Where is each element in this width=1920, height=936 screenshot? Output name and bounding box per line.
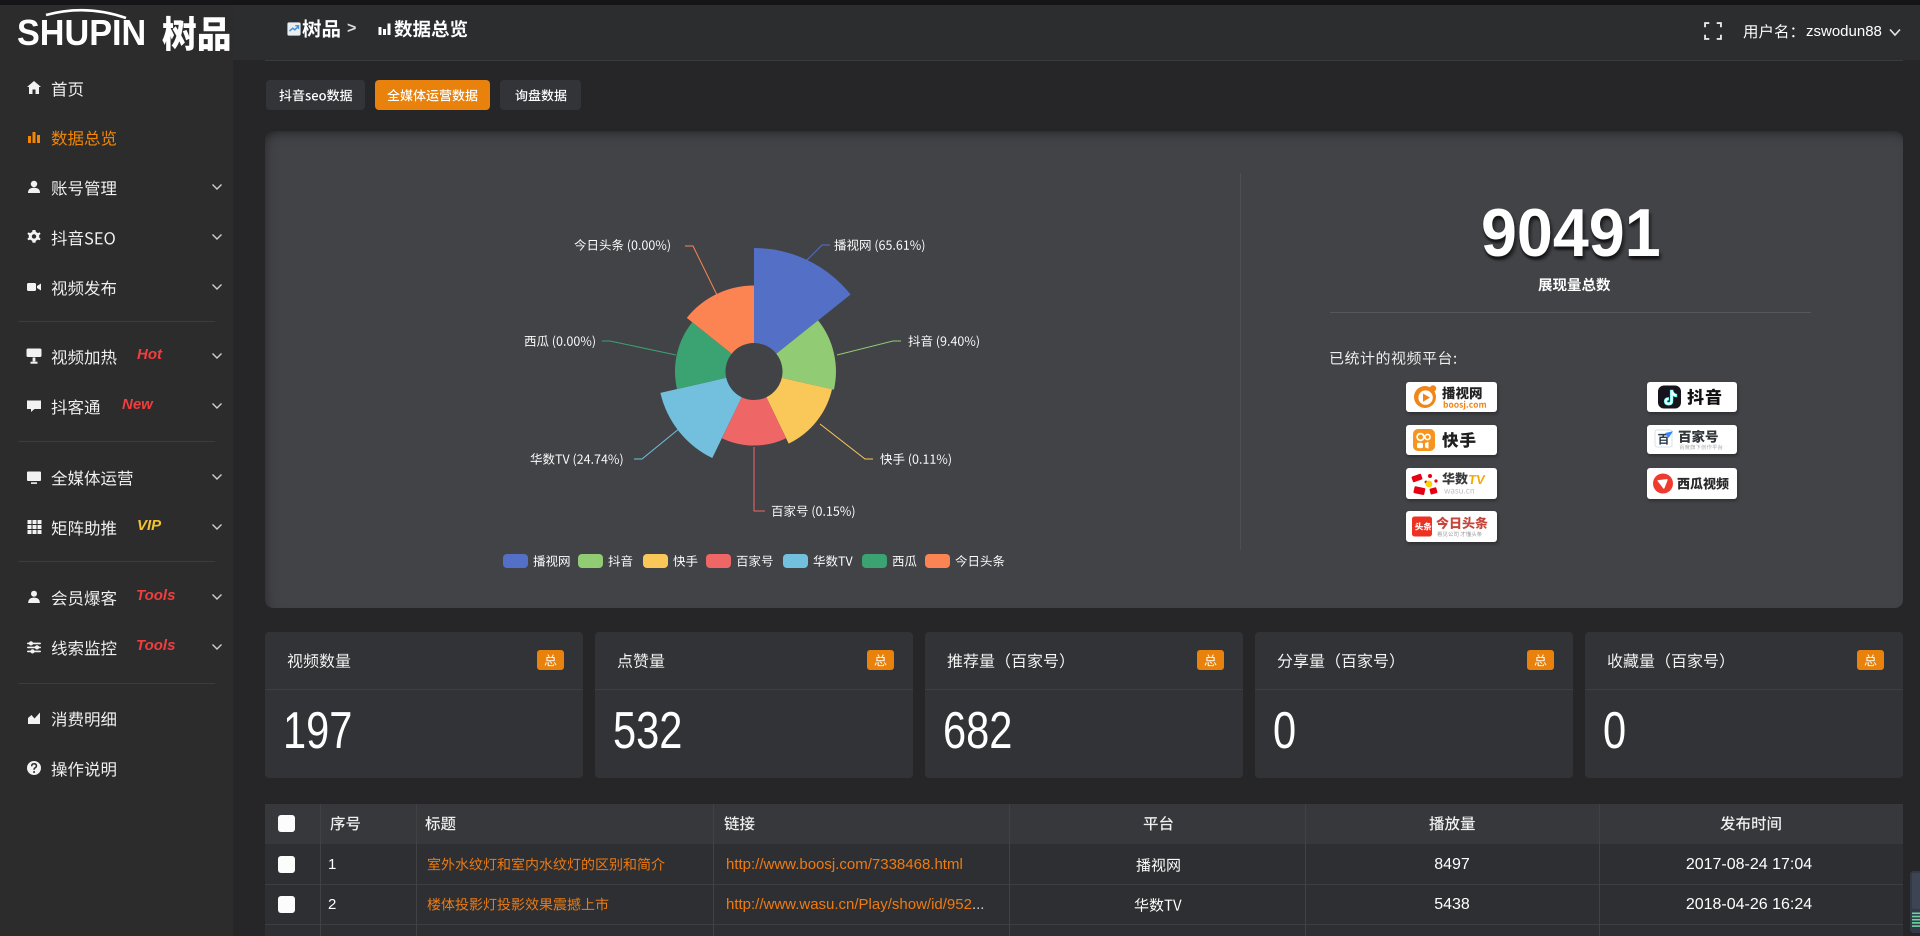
- svg-text:TV: TV: [1467, 472, 1486, 487]
